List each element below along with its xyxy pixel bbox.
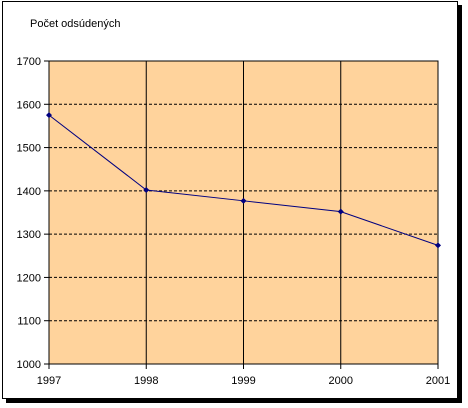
data-point: [240, 197, 247, 204]
y-tick-label: 1400: [17, 186, 41, 198]
y-axis: 1000 1100 1200 1300 1400 1500 1600 1700: [17, 56, 49, 371]
data-point: [143, 186, 150, 193]
x-axis: 1997 1998 1999 2000 2001: [37, 364, 450, 387]
x-tick-label: 2001: [426, 375, 450, 387]
y-tick-label: 1600: [17, 99, 41, 111]
y-tick-label: 1300: [17, 229, 41, 241]
y-tick-label: 1100: [17, 316, 41, 328]
data-point: [435, 242, 441, 249]
y-axis-label: Počet odsúdených: [30, 18, 121, 30]
x-tick-label: 1999: [231, 375, 255, 387]
y-tick-label: 1200: [17, 272, 41, 284]
data-point: [46, 112, 52, 119]
data-point: [337, 208, 344, 215]
x-tick-label: 1998: [134, 375, 158, 387]
y-tick-label: 1000: [17, 359, 41, 371]
y-tick-label: 1500: [17, 143, 41, 155]
x-tick-label: 1997: [37, 375, 61, 387]
series-group: [46, 112, 441, 249]
y-tick-label: 1700: [17, 56, 41, 68]
x-tick-label: 2000: [329, 375, 353, 387]
